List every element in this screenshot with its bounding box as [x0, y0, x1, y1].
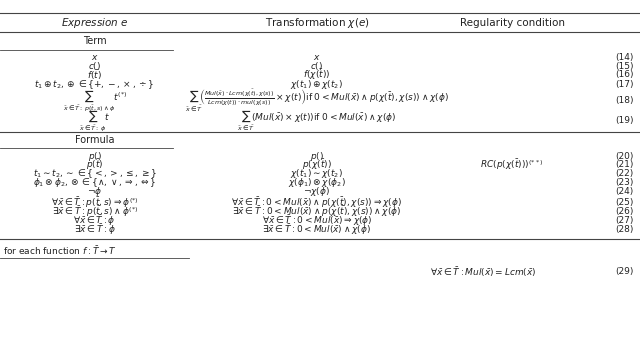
Text: (14): (14)	[615, 53, 634, 62]
Text: $\exists\bar{x}\in\bar{T}: \phi$: $\exists\bar{x}\in\bar{T}: \phi$	[74, 222, 116, 237]
Text: $RC(p(\chi(\bar{t})))^{(**)}$: $RC(p(\chi(\bar{t})))^{(**)}$	[480, 157, 544, 172]
Text: $c()$: $c()$	[310, 60, 323, 72]
Text: $p()$: $p()$	[88, 150, 102, 163]
Text: $p()$: $p()$	[310, 150, 324, 163]
Text: (26): (26)	[615, 207, 634, 216]
Text: $\neg\chi(\phi)$: $\neg\chi(\phi)$	[303, 185, 330, 198]
Text: $\forall\bar{x}\in\bar{T}: \phi$: $\forall\bar{x}\in\bar{T}: \phi$	[74, 213, 116, 228]
Text: for each function $f : \bar{T} \to T$: for each function $f : \bar{T} \to T$	[3, 244, 117, 257]
Text: $f(\bar{t})$: $f(\bar{t})$	[87, 68, 102, 82]
Text: $t_1 \sim t_2, \sim \in \{<,>,\leq,\geq\}$: $t_1 \sim t_2, \sim \in \{<,>,\leq,\geq\…	[33, 167, 157, 180]
Text: (23): (23)	[615, 178, 634, 187]
Text: $\sum_{\bar{x}\in\bar{T}}\!\left(\frac{Mul(\bar{x})\cdot Lcm(\chi(\bar{t}),\chi(: $\sum_{\bar{x}\in\bar{T}}\!\left(\frac{M…	[185, 88, 449, 114]
Text: $\forall\bar{x}\in\bar{T}: p(\bar{t},s) \Rightarrow \phi^{(*)}$: $\forall\bar{x}\in\bar{T}: p(\bar{t},s) …	[51, 195, 139, 210]
Text: $\sum_{\bar{x}\in\bar{T}:\,p(\bar{t},s)\wedge\phi} t^{(*)}$: $\sum_{\bar{x}\in\bar{T}:\,p(\bar{t},s)\…	[63, 88, 127, 113]
Text: (25): (25)	[615, 198, 634, 207]
Text: (18): (18)	[615, 96, 634, 105]
Text: $\exists\bar{x}\in\bar{T}: 0 < Mul(\bar{x}) \wedge p(\chi(\bar{t}),\chi(s)) \wed: $\exists\bar{x}\in\bar{T}: 0 < Mul(\bar{…	[232, 204, 401, 219]
Text: $\sum_{\bar{x}\in\bar{T}}\!\left(Mul(\bar{x}) \times \chi(t)\right) \mathrm{if}\: $\sum_{\bar{x}\in\bar{T}}\!\left(Mul(\ba…	[237, 108, 396, 134]
Text: (20): (20)	[615, 152, 634, 161]
Text: (24): (24)	[615, 186, 634, 196]
Text: $\forall\bar{x}\in\bar{T}: Mul(\bar{x}) = Lcm(\bar{x})$: $\forall\bar{x}\in\bar{T}: Mul(\bar{x}) …	[430, 265, 536, 279]
Text: $\forall\bar{x}\in\bar{T}: 0 < Mul(\bar{x}) \Rightarrow \chi(\phi)$: $\forall\bar{x}\in\bar{T}: 0 < Mul(\bar{…	[262, 213, 372, 228]
Text: $\forall\bar{x}\in\bar{T}: 0 < Mul(\bar{x}) \wedge p(\chi(\bar{t}),\chi(s)) \Rig: $\forall\bar{x}\in\bar{T}: 0 < Mul(\bar{…	[232, 195, 402, 210]
Text: $x$: $x$	[313, 53, 321, 62]
Text: $\phi_1 \otimes \phi_2, \otimes \in \{\wedge,\vee,\Rightarrow,\Leftrightarrow\}$: $\phi_1 \otimes \phi_2, \otimes \in \{\w…	[33, 176, 156, 189]
Text: (27): (27)	[615, 216, 634, 225]
Text: $t_1 \oplus t_2, \oplus \in \{+,-,\times,\div\}$: $t_1 \oplus t_2, \oplus \in \{+,-,\times…	[35, 78, 155, 91]
Text: $\exists\bar{x}\in\bar{T}: 0 < Mul(\bar{x}) \wedge \chi(\phi)$: $\exists\bar{x}\in\bar{T}: 0 < Mul(\bar{…	[262, 222, 371, 237]
Text: $\neg\phi$: $\neg\phi$	[87, 185, 102, 198]
Text: (17): (17)	[615, 80, 634, 89]
Text: (29): (29)	[615, 267, 634, 276]
Text: (19): (19)	[615, 116, 634, 125]
Text: $c()$: $c()$	[88, 60, 101, 72]
Text: (22): (22)	[615, 169, 634, 178]
Text: Formula: Formula	[75, 135, 115, 145]
Text: Transformation $\chi(e)$: Transformation $\chi(e)$	[264, 15, 369, 30]
Text: (21): (21)	[615, 160, 634, 169]
Text: $\chi(t_1) \oplus \chi(t_2)$: $\chi(t_1) \oplus \chi(t_2)$	[291, 78, 343, 91]
Text: (15): (15)	[615, 62, 634, 71]
Text: Regularity condition: Regularity condition	[460, 18, 564, 27]
Text: $f(\chi(\bar{t}))$: $f(\chi(\bar{t}))$	[303, 67, 330, 82]
Text: $\sum_{\bar{x}\in\bar{T}:\,\phi} t$: $\sum_{\bar{x}\in\bar{T}:\,\phi} t$	[79, 108, 110, 134]
Text: Term: Term	[83, 36, 106, 46]
Text: $p(\bar{t})$: $p(\bar{t})$	[86, 157, 104, 172]
Text: (16): (16)	[615, 71, 634, 79]
Text: $x$: $x$	[91, 53, 99, 62]
Text: $\exists\bar{x}\in\bar{T}: p(\bar{t},s) \wedge \phi^{(*)}$: $\exists\bar{x}\in\bar{T}: p(\bar{t},s) …	[52, 204, 138, 219]
Text: $\chi(\phi_1) \otimes \chi(\phi_2)$: $\chi(\phi_1) \otimes \chi(\phi_2)$	[288, 176, 346, 189]
Text: (28): (28)	[615, 225, 634, 234]
Text: $p(\chi(\bar{t}))$: $p(\chi(\bar{t}))$	[302, 157, 332, 172]
Text: Expression $e$: Expression $e$	[61, 15, 129, 30]
Text: $\chi(t_1) \sim \chi(t_2)$: $\chi(t_1) \sim \chi(t_2)$	[291, 167, 343, 180]
